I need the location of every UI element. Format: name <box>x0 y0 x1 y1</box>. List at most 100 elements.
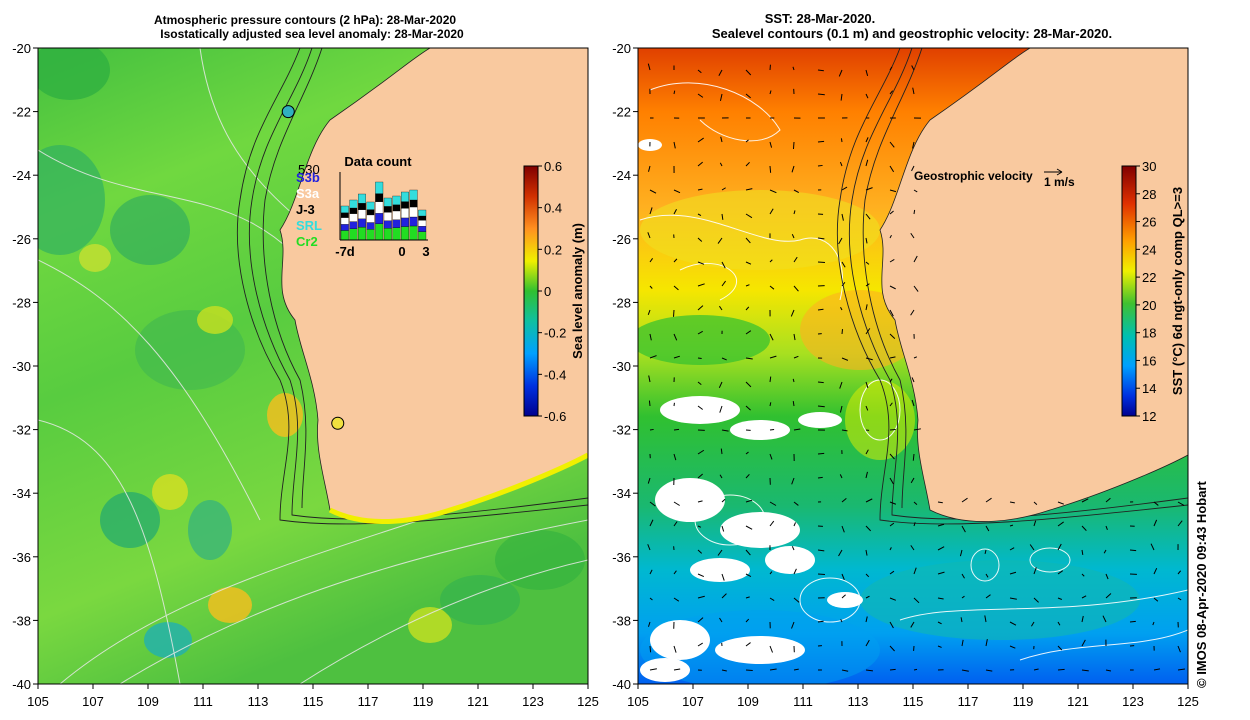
velocity-vector <box>1153 501 1159 506</box>
tide-gauge-fremantle-marker <box>331 416 345 430</box>
velocity-vector <box>889 477 894 485</box>
velocity-vector <box>913 189 918 193</box>
hist-label-end: 3 <box>422 244 429 259</box>
velocity-vector <box>649 285 653 289</box>
velocity-vector <box>865 93 869 99</box>
hist-bar-segment <box>392 227 401 241</box>
velocity-vector <box>865 159 869 167</box>
velocity-vector <box>913 209 916 215</box>
velocity-vector <box>840 619 843 623</box>
hist-bar-segment <box>375 201 384 214</box>
hist-bar-segment <box>375 223 384 241</box>
velocity-vector <box>985 573 989 578</box>
velocity-vector <box>697 330 703 335</box>
right-title-line1: SST: 28-Mar-2020. <box>765 11 876 26</box>
velocity-vector <box>793 355 799 359</box>
velocity-legend: Geostrophic velocity 1 m/s <box>914 168 1075 189</box>
sst-map <box>638 48 1188 684</box>
hist-bar-segment <box>418 215 427 221</box>
hist-bar-segment <box>401 217 409 227</box>
velocity-vector <box>745 596 750 599</box>
colorbar-tick-label: 0.2 <box>544 242 562 257</box>
hist-bar-segment <box>392 210 401 220</box>
sla-colorbar: 0.6 0.4 0.2 0 -0.2 -0.4 -0.6 Sea level anomaly… <box>523 159 585 424</box>
data-count-title: Data count <box>344 154 412 169</box>
lat-tick-label: -36 <box>12 550 31 565</box>
velocity-vector <box>911 377 915 383</box>
velocity-vector <box>793 210 796 215</box>
colorbar-tick-label: 30 <box>1142 159 1156 174</box>
velocity-vector <box>1105 497 1111 503</box>
velocity-vector <box>817 308 824 311</box>
hist-bar-segment <box>366 214 375 223</box>
velocity-vector <box>792 66 795 71</box>
velocity-vector <box>697 525 702 528</box>
hist-bar-segment <box>392 219 401 228</box>
colorbar-tick-label: 24 <box>1142 242 1156 257</box>
velocity-vector <box>985 525 990 532</box>
velocity-vector <box>1057 570 1064 575</box>
velocity-vector <box>1153 519 1158 527</box>
australia-land-sst <box>879 48 1188 522</box>
hist-bar-segment <box>375 181 384 194</box>
velocity-vector <box>1029 544 1035 551</box>
hist-bar-segment <box>383 228 392 241</box>
velocity-vector <box>841 282 846 287</box>
velocity-vector <box>745 261 752 265</box>
velocity-vector <box>745 525 753 530</box>
velocity-vector <box>889 570 895 575</box>
velocity-vector <box>1033 520 1037 527</box>
velocity-vector <box>745 161 750 167</box>
velocity-vector <box>673 501 680 506</box>
hist-bar-segment <box>358 226 366 241</box>
hist-bar-segment <box>383 220 392 229</box>
velocity-vector <box>865 328 871 335</box>
velocity-vector <box>718 305 723 311</box>
velocity-vector <box>961 525 966 533</box>
velocity-vector <box>1129 620 1136 623</box>
velocity-vector <box>910 621 915 628</box>
velocity-vector <box>649 569 653 575</box>
lon-tick-label: 121 <box>467 694 489 709</box>
velocity-vector <box>719 474 723 479</box>
velocity-vector <box>745 573 752 578</box>
geostrophic-velocity-vectors <box>647 63 1185 672</box>
coastal-sla-band <box>328 452 588 525</box>
velocity-vector <box>745 357 753 360</box>
velocity-vector <box>649 501 656 507</box>
axis-ticks: -20 -22 -24 -26 -28 -30 -32 -34 -36 -38 -40 105 107 1… <box>12 41 1199 709</box>
hist-bar-segment <box>409 225 418 241</box>
hist-bar-segment <box>340 230 349 241</box>
velocity-vector <box>817 620 824 623</box>
velocity-vector <box>1129 549 1137 552</box>
velocity-vector <box>817 69 824 72</box>
velocity-vector <box>649 519 654 527</box>
velocity-vector <box>1081 615 1084 623</box>
velocity-vector <box>769 668 777 671</box>
velocity-vector <box>889 501 897 505</box>
data-count-max: 530 <box>298 162 320 177</box>
velocity-vector <box>838 69 843 77</box>
velocity-vector <box>961 639 964 647</box>
velocity-vector <box>937 597 944 600</box>
lat-tick-label: -24 <box>612 168 631 183</box>
lon-tick-label: 115 <box>903 694 924 709</box>
hist-bar-segment <box>409 199 418 208</box>
colorbar-tick-label: 14 <box>1142 381 1156 396</box>
velocity-vector <box>720 448 723 455</box>
velocity-vector <box>721 357 727 361</box>
velocity-vector <box>1081 595 1087 599</box>
lat-tick-label: -20 <box>12 41 31 56</box>
velocity-vector <box>697 161 703 167</box>
colorbar-tick-label: 20 <box>1142 298 1156 313</box>
velocity-vector <box>769 520 775 527</box>
velocity-vector <box>721 280 726 287</box>
velocity-vector <box>889 378 893 383</box>
velocity-vector <box>839 161 843 167</box>
velocity-vector <box>865 381 869 389</box>
velocity-vector <box>961 595 965 599</box>
velocity-vector <box>673 570 677 575</box>
hist-bar-segment <box>392 195 401 205</box>
